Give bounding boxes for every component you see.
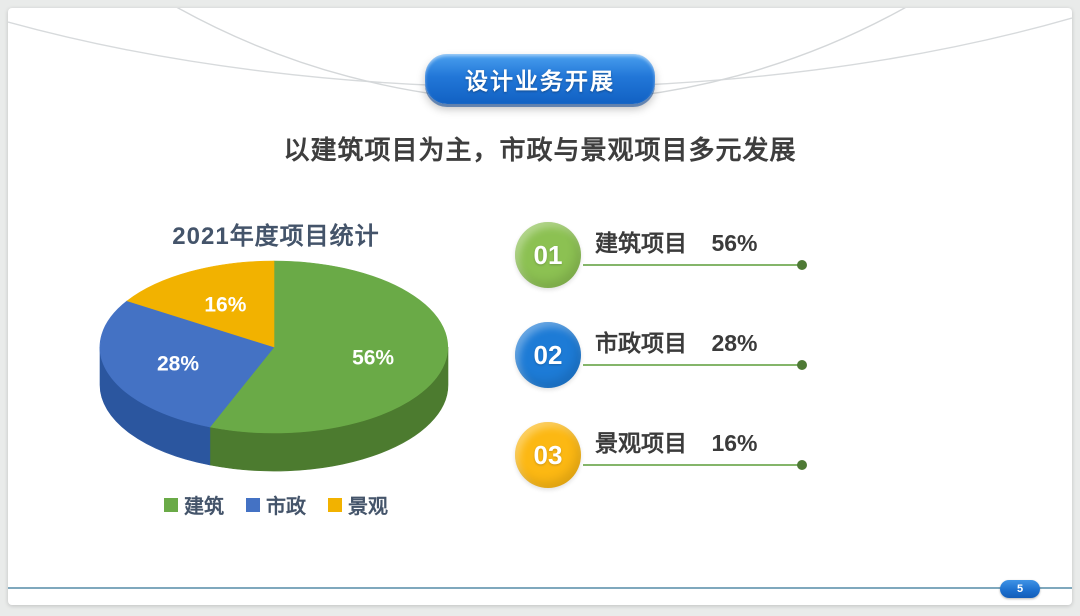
stat-value: 28% [711,330,758,356]
stat-label-row: 景观项目 16% [595,424,758,458]
stat-dot [797,260,807,270]
legend-label: 市政 [266,496,306,518]
title-badge: 设计业务开展 [425,54,655,104]
stat-label-row: 市政项目 28% [595,324,758,358]
stat-label: 景观项目 [595,430,687,456]
chart-title: 2021年度项目统计 [172,223,380,250]
legend-swatch-blue [246,497,260,512]
slide-subtitle: 以建筑项目为主，市政与景观项目多元发展 [283,135,797,165]
title-badge-label: 设计业务开展 [465,68,615,94]
slide-canvas: 设计业务开展 以建筑项目为主，市政与景观项目多元发展 2021年度项目统计 56… [8,8,1072,605]
pie-slice-label: 16% [204,293,246,316]
stat-connector-line [583,260,807,270]
page-number-pill: 5 [1000,580,1040,598]
stat-connector-line [583,360,807,370]
legend-item: 景观 [328,490,388,519]
stat-value: 56% [711,230,758,256]
stat-label: 市政项目 [595,330,687,356]
stat-number: 03 [533,439,563,470]
legend-swatch-green [164,497,178,512]
stat-circle-01: 01 [515,222,581,288]
chart-legend: 建筑 市政 景观 [86,490,466,519]
stat-dot [797,360,807,370]
pie-slice-label: 28% [157,352,199,375]
legend-swatch-yellow [328,497,342,512]
pie-chart: 56% 28% 16% [99,260,449,472]
stat-value: 16% [711,430,758,456]
page-number: 5 [1016,583,1024,595]
legend-item: 市政 [246,490,306,519]
legend-label: 建筑 [184,496,224,518]
stat-number: 01 [533,239,563,270]
legend-label: 景观 [348,496,388,518]
stat-circle-02: 02 [515,322,581,388]
pie-chart-block: 2021年度项目统计 56% 28% 16% 建筑 市政 景观 [86,216,466,519]
pie-slice [99,300,275,428]
stat-item-municipal: 02 市政项目 28% [515,322,825,388]
stat-item-landscape: 03 景观项目 16% [515,422,825,488]
stat-circle-03: 03 [515,422,581,488]
stat-item-buildings: 01 建筑项目 56% [515,222,825,288]
stat-number: 02 [533,339,563,370]
legend-item: 建筑 [164,490,224,519]
stat-dot [797,460,807,470]
footer-divider-line [8,587,1072,589]
stat-label-row: 建筑项目 56% [595,224,758,258]
pie-slice [209,260,449,434]
stat-connector-line [583,460,807,470]
stat-label: 建筑项目 [595,230,687,256]
pie-slice-label: 56% [352,346,394,369]
pie-slice [126,260,275,348]
